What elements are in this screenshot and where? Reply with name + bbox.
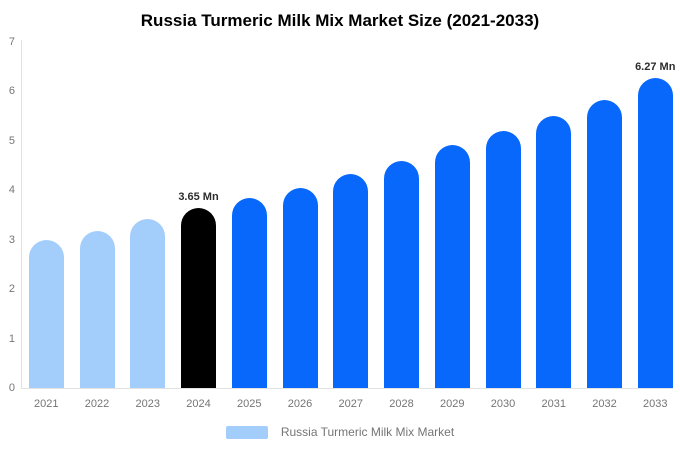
- y-tick-label-5: 5: [8, 134, 15, 147]
- x-axis-line: [21, 388, 673, 389]
- x-tick-label-2032: 2032: [592, 398, 617, 410]
- bar-2022[interactable]: [79, 230, 115, 388]
- x-tick-label-2022: 2022: [84, 398, 110, 410]
- bar-2028[interactable]: [384, 160, 419, 388]
- x-tick-label-2025: 2025: [237, 398, 262, 410]
- x-tick-label-2023: 2023: [135, 398, 160, 410]
- bar-2029[interactable]: [434, 144, 470, 388]
- bar-2030[interactable]: [485, 131, 521, 388]
- bar-2021[interactable]: [28, 239, 64, 388]
- legend[interactable]: Russia Turmeric Milk Mix Market: [0, 424, 680, 440]
- x-tick-label-2027: 2027: [338, 398, 363, 410]
- bar-2025[interactable]: [231, 198, 267, 388]
- x-tick-label-2029: 2029: [440, 398, 465, 410]
- bar-2023[interactable]: [130, 218, 166, 388]
- x-tick-label-2026: 2026: [287, 398, 313, 410]
- y-tick-label-0: 0: [8, 382, 15, 394]
- x-tick-label-2024: 2024: [186, 398, 211, 410]
- bar-2026[interactable]: [282, 188, 318, 388]
- y-tick-label-1: 1: [8, 332, 15, 345]
- y-tick-label-7: 7: [8, 36, 15, 48]
- y-tick-label-6: 6: [8, 85, 15, 98]
- y-tick-label-3: 3: [8, 233, 15, 246]
- x-tick-label-2033: 2033: [643, 398, 668, 410]
- y-axis-line: [21, 40, 22, 389]
- legend-swatch: [225, 425, 268, 439]
- x-tick-label-2021: 2021: [34, 398, 59, 410]
- value-label-2024: 3.65 Mn: [178, 190, 219, 203]
- y-tick-label-2: 2: [8, 283, 15, 296]
- x-tick-label-2028: 2028: [389, 398, 414, 410]
- bar-2031[interactable]: [536, 116, 572, 388]
- x-tick-label-2030: 2030: [490, 398, 516, 410]
- bar-2033[interactable]: [637, 78, 673, 388]
- bar-2024[interactable]: [181, 207, 216, 388]
- legend-label: Russia Turmeric Milk Mix Market: [280, 425, 455, 439]
- bar-2027[interactable]: [333, 173, 369, 388]
- x-tick-label-2031: 2031: [541, 398, 566, 410]
- bar-2032[interactable]: [587, 99, 622, 388]
- chart-title: Russia Turmeric Milk Mix Market Size (20…: [140, 11, 540, 30]
- value-label-2033: 6.27 Mn: [635, 61, 676, 74]
- y-tick-label-4: 4: [8, 184, 15, 197]
